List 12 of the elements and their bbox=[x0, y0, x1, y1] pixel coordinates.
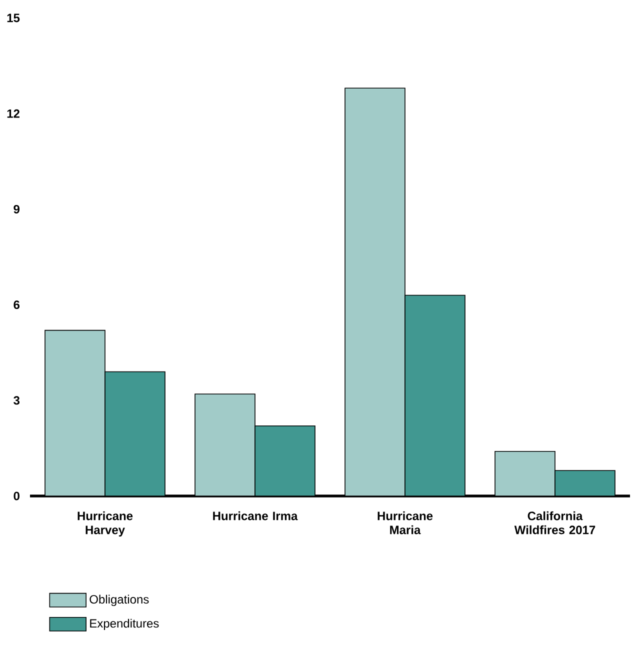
x-tick-label: Hurricane Maria bbox=[378, 511, 433, 534]
y-tick-label: 15 bbox=[7, 14, 20, 22]
y-tick-label: 0 bbox=[14, 492, 20, 500]
y-tick-label: 3 bbox=[14, 396, 20, 405]
x-tick-label: California Wildfires 2017 bbox=[514, 511, 596, 534]
legend-label: Expenditures bbox=[90, 618, 159, 630]
legend-label: Obligations bbox=[90, 594, 149, 606]
x-tick-label: Hurricane Irma bbox=[213, 511, 298, 520]
x-tick-label: Hurricane Harvey bbox=[78, 511, 133, 537]
y-tick-label: 9 bbox=[14, 204, 20, 214]
y-tick-label: 12 bbox=[7, 109, 20, 118]
y-tick-label: 6 bbox=[14, 300, 20, 310]
